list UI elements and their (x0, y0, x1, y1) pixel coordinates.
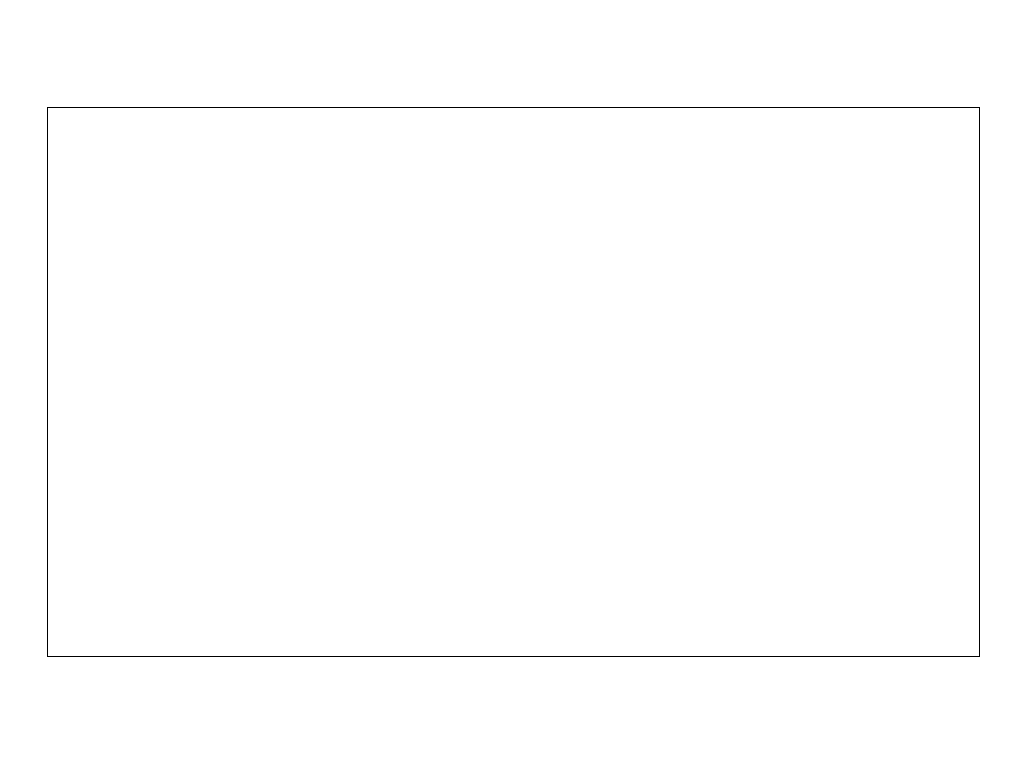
map-canvas (48, 108, 979, 656)
map-plot-area (47, 107, 980, 657)
